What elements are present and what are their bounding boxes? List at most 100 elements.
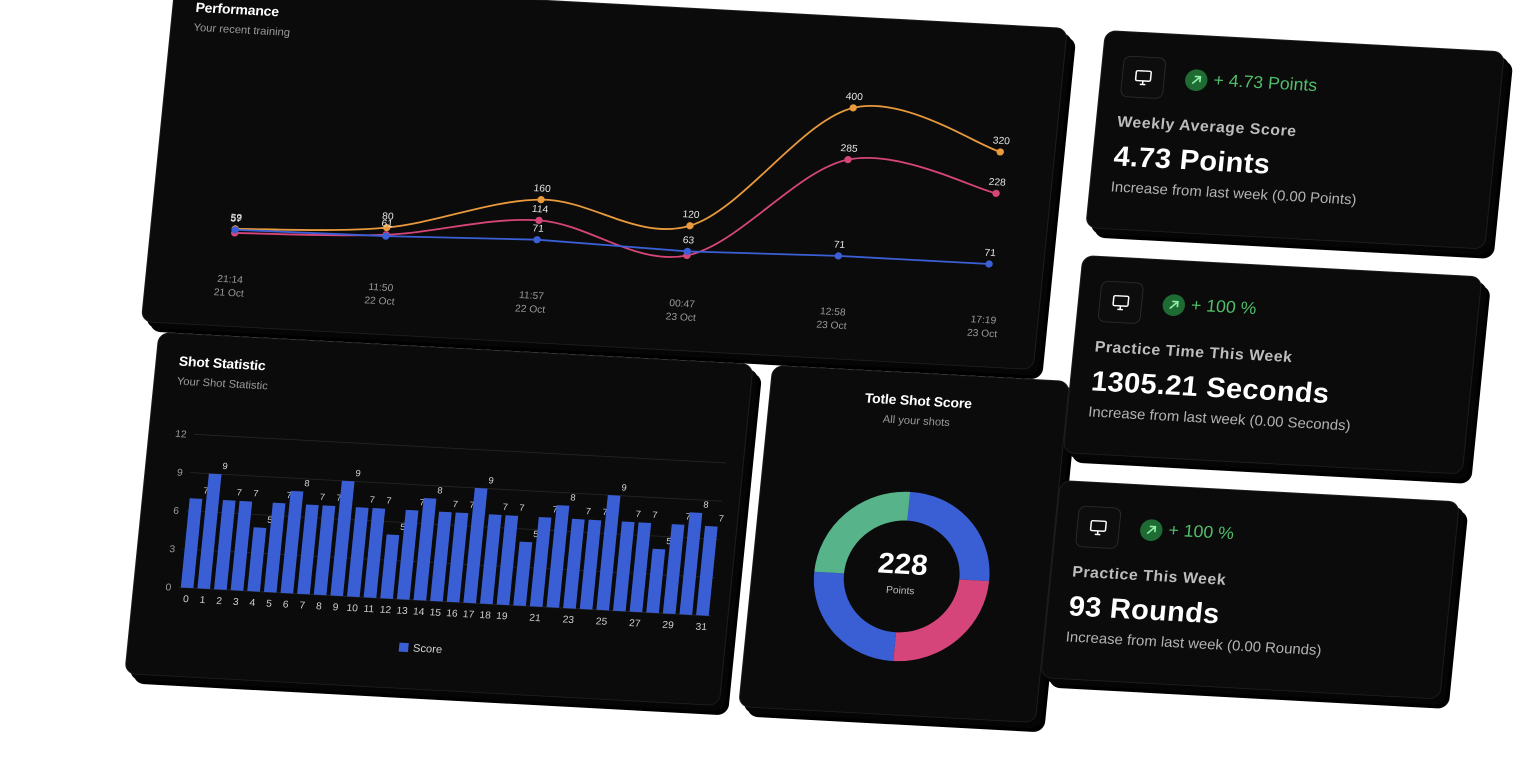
shot-x-tick-label: 16 (446, 608, 459, 619)
shot-bar (662, 524, 685, 615)
performance-x-tick-label: 00:47 (669, 298, 696, 310)
stat-card-practice-rounds: + 100 % Practice This Week 93 Rounds Inc… (1040, 480, 1460, 700)
shot-bar (330, 480, 355, 597)
performance-point (686, 222, 694, 230)
shot-x-tick-label: 31 (695, 622, 708, 633)
shot-bar (513, 541, 533, 607)
donut-center-unit: Points (885, 585, 914, 597)
shot-bar-value-label: 9 (355, 468, 361, 478)
shot-y-tick-label: 12 (175, 429, 188, 440)
shot-bar (679, 512, 703, 615)
monitor-icon (1119, 55, 1167, 100)
performance-series-line (234, 157, 997, 258)
shot-bar-value-label: 7 (585, 506, 591, 516)
performance-data-label: 160 (533, 183, 552, 195)
shot-bar (263, 502, 286, 593)
total-shot-score-donut: 228 Points (813, 491, 990, 662)
shot-bar-value-label: 9 (488, 475, 494, 485)
shot-bar (313, 505, 336, 596)
performance-data-label: 228 (988, 177, 1007, 189)
donut-slice (893, 578, 990, 662)
performance-data-label: 120 (682, 209, 701, 221)
performance-data-label: 71 (984, 248, 997, 259)
performance-series-line (235, 228, 990, 265)
shot-bar-value-label: 7 (253, 488, 259, 498)
shot-bar-value-label: 7 (502, 502, 508, 512)
shot-bar-value-label: 9 (222, 461, 228, 471)
shot-x-tick-label: 21 (529, 613, 542, 624)
shot-bar (430, 511, 452, 602)
performance-point (535, 216, 543, 224)
shot-x-tick-label: 3 (232, 597, 239, 608)
shot-x-tick-label: 2 (216, 596, 223, 607)
shot-bar-value-label: 7 (635, 509, 641, 519)
shot-bar-value-label: 8 (304, 478, 310, 488)
shot-bar-value-label: 7 (319, 492, 325, 502)
shot-bar-value-label: 7 (602, 507, 608, 517)
shot-bar-value-label: 8 (437, 485, 443, 495)
shot-legend-label: Score (412, 643, 442, 656)
shot-x-tick-label: 8 (316, 601, 323, 612)
shot-bar (446, 512, 469, 603)
monitor-icon (1097, 280, 1145, 325)
shot-bar (480, 514, 502, 605)
shot-bar-value-label: 7 (685, 512, 691, 522)
shot-y-tick-label: 9 (176, 468, 183, 479)
monitor-icon (1074, 505, 1122, 550)
total-shot-score-card: Totle Shot Score All your shots 228 Poin… (738, 365, 1070, 723)
shot-bar-value-label: 7 (718, 513, 724, 523)
shot-x-tick-label: 0 (183, 594, 190, 605)
performance-data-label: 320 (992, 136, 1011, 148)
shot-bar (496, 515, 519, 606)
shot-bar-value-label: 5 (267, 515, 273, 525)
trending-up-icon (1184, 68, 1209, 92)
performance-data-label: 57 (230, 214, 243, 225)
stat-card-practice-time: + 100 % Practice Time This Week 1305.21 … (1062, 255, 1483, 475)
shot-x-tick-label: 1 (199, 595, 206, 606)
performance-point (537, 196, 545, 204)
shot-x-tick-label: 10 (346, 603, 359, 614)
performance-point (533, 236, 541, 244)
shot-x-tick-label: 14 (412, 607, 425, 618)
shot-bar-value-label: 7 (386, 495, 392, 505)
performance-card: Performance Your recent training 59 57 80 6… (140, 0, 1068, 370)
performance-x-tick-label: 22 Oct (364, 295, 395, 307)
shot-bar (629, 522, 652, 613)
performance-data-label: 114 (531, 204, 549, 216)
shot-x-tick-label: 19 (496, 611, 509, 622)
shot-x-tick-label: 18 (479, 610, 492, 621)
shot-bar-value-label: 7 (203, 486, 209, 496)
shot-bar (380, 534, 400, 599)
performance-point (992, 189, 1000, 197)
shot-bar (363, 508, 386, 598)
trend-text: + 4.73 Points (1212, 71, 1319, 96)
trend-text: + 100 % (1167, 521, 1235, 544)
shot-bar (413, 497, 437, 601)
shot-bar-value-label: 7 (519, 503, 525, 513)
shot-bar (396, 509, 419, 600)
shot-x-tick-label: 6 (282, 600, 289, 611)
shot-bar (596, 495, 621, 611)
performance-data-label: 59 (230, 213, 243, 224)
shot-gridline (194, 433, 727, 464)
trending-up-icon (1161, 293, 1187, 317)
trend-indicator: + 100 % (1161, 293, 1257, 321)
performance-data-label: 63 (682, 235, 695, 246)
donut-slice (906, 491, 990, 582)
shot-x-tick-label: 17 (462, 609, 475, 620)
donut-slice (813, 571, 897, 662)
shot-bar-value-label: 7 (369, 495, 375, 505)
shot-bar-value-label: 7 (236, 487, 242, 497)
shot-bar-value-label: 5 (666, 536, 672, 546)
shot-bar-value-label: 7 (452, 499, 458, 509)
shot-bar-value-label: 7 (286, 490, 292, 500)
shot-bar (197, 473, 222, 590)
shot-y-tick-label: 0 (165, 582, 172, 593)
performance-x-tick-label: 22 Oct (514, 303, 545, 315)
performance-x-tick-label: 11:57 (518, 290, 544, 302)
shot-bar-value-label: 9 (621, 483, 627, 493)
shot-bar-value-label: 7 (652, 510, 658, 520)
